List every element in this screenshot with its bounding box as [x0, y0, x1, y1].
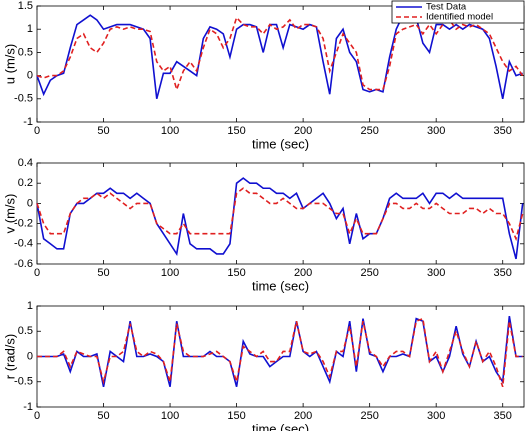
y-tick-label: -0.5 — [14, 93, 33, 105]
y-tick-label: -1 — [23, 116, 33, 128]
x-tick-label: 350 — [494, 125, 512, 137]
x-tick-label: 250 — [360, 125, 378, 137]
y-tick-label: 1 — [27, 300, 33, 312]
x-axis-label: time (sec) — [252, 278, 309, 293]
x-tick-label: 350 — [494, 410, 512, 422]
x-axis-label: time (sec) — [252, 421, 309, 431]
y-tick-label: 0 — [27, 197, 33, 209]
x-tick-label: 200 — [294, 267, 312, 279]
x-tick-label: 100 — [161, 125, 179, 137]
y-tick-label: 1.5 — [18, 0, 33, 12]
legend-label: Test Data — [426, 2, 467, 13]
data-line — [37, 317, 523, 388]
x-tick-label: 350 — [494, 267, 512, 279]
x-tick-label: 100 — [161, 267, 179, 279]
x-tick-label: 250 — [360, 267, 378, 279]
x-tick-label: 300 — [427, 125, 445, 137]
y-tick-label: 0 — [27, 70, 33, 82]
x-tick-label: 200 — [294, 125, 312, 137]
x-tick-label: 300 — [427, 267, 445, 279]
x-tick-label: 50 — [97, 267, 109, 279]
y-tick-label: -0.5 — [14, 376, 33, 388]
y-tick-label: -0.6 — [14, 258, 33, 270]
x-tick-label: 0 — [34, 410, 40, 422]
x-axis-label: time (sec) — [252, 136, 309, 151]
y-tick-label: -0.4 — [14, 238, 33, 250]
data-line — [36, 16, 524, 93]
x-tick-label: 250 — [360, 410, 378, 422]
data-line — [36, 177, 524, 260]
x-tick-label: 150 — [227, 267, 245, 279]
y-axis-label: u (m/s) — [2, 44, 17, 84]
x-tick-label: 50 — [97, 125, 109, 137]
data-line — [36, 187, 524, 242]
x-tick-label: 0 — [34, 267, 40, 279]
y-tick-label: 0.2 — [18, 177, 33, 189]
data-line — [37, 315, 523, 388]
y-tick-label: 0.5 — [18, 325, 33, 337]
y-tick-label: 0.5 — [18, 46, 33, 58]
y-tick-label: 0 — [27, 350, 33, 362]
y-tick-label: 0.4 — [18, 157, 33, 169]
y-tick-label: -1 — [23, 401, 33, 413]
x-tick-label: 150 — [227, 125, 245, 137]
legend-label: Identified model — [426, 12, 493, 23]
axes-box — [36, 162, 525, 265]
x-tick-label: 200 — [294, 410, 312, 422]
y-axis-label: v (m/s) — [2, 194, 17, 234]
x-tick-label: 150 — [227, 410, 245, 422]
y-tick-label: 1 — [27, 23, 33, 35]
y-tick-label: -0.2 — [14, 218, 33, 230]
x-tick-label: 300 — [427, 410, 445, 422]
x-tick-label: 100 — [161, 410, 179, 422]
data-line — [36, 14, 523, 100]
x-tick-label: 0 — [34, 125, 40, 137]
y-axis-label: r (rad/s) — [2, 334, 17, 380]
legend-box — [391, 0, 525, 24]
x-tick-label: 50 — [97, 410, 109, 422]
